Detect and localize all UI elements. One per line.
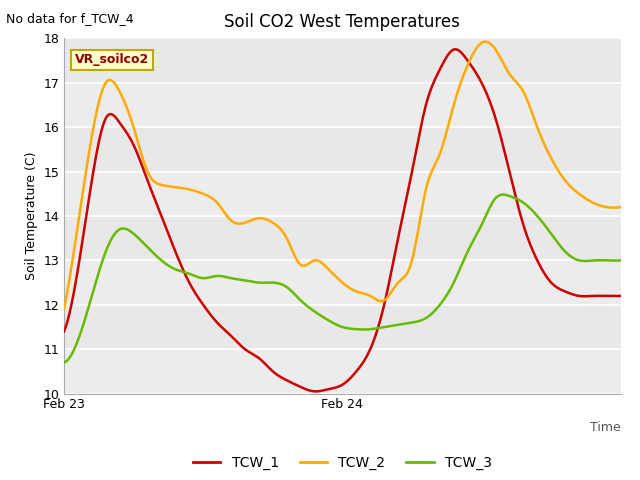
Bar <box>64 216 621 261</box>
Text: No data for f_TCW_4: No data for f_TCW_4 <box>6 12 134 25</box>
Bar <box>64 171 621 216</box>
Bar <box>64 260 621 305</box>
Bar <box>64 38 621 83</box>
Bar <box>64 349 621 394</box>
Text: VR_soilco2: VR_soilco2 <box>75 53 149 66</box>
Bar <box>64 83 621 127</box>
Bar <box>64 127 621 171</box>
Legend: TCW_1, TCW_2, TCW_3: TCW_1, TCW_2, TCW_3 <box>187 450 498 476</box>
Title: Soil CO2 West Temperatures: Soil CO2 West Temperatures <box>225 13 460 31</box>
Y-axis label: Soil Temperature (C): Soil Temperature (C) <box>25 152 38 280</box>
Text: Time: Time <box>590 421 621 434</box>
Bar <box>64 305 621 349</box>
